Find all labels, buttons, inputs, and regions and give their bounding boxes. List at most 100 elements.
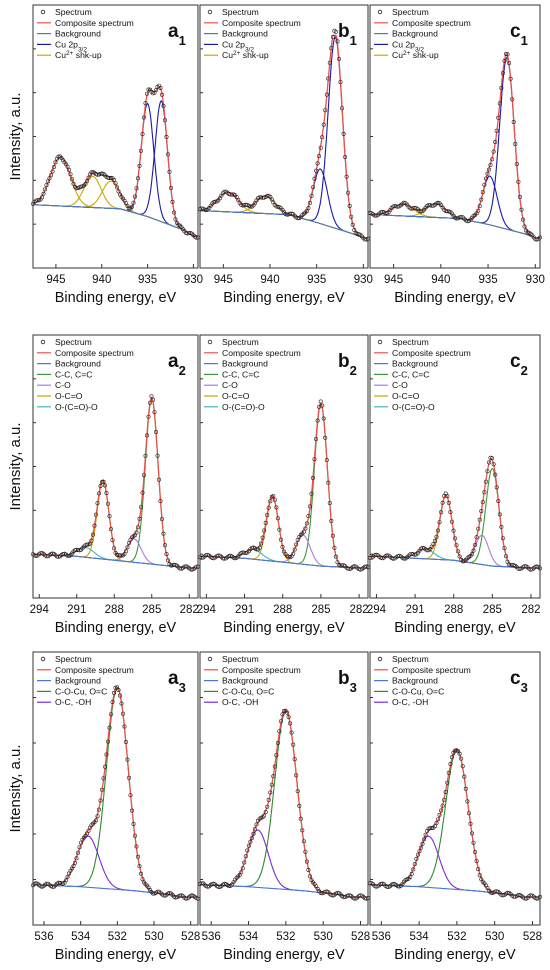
spectrum-point: [89, 538, 94, 543]
spectrum-point: [263, 810, 268, 815]
legend-marker: [377, 9, 383, 15]
spectrum-point: [435, 528, 440, 533]
spectrum-point: [91, 532, 96, 537]
spectrum-point: [295, 216, 300, 221]
spectrum-point: [281, 708, 286, 713]
legend-marker: [40, 339, 46, 345]
spectrum-point: [161, 531, 166, 536]
x-tick-label: 294: [30, 604, 50, 616]
x-tick-label: 930: [526, 274, 545, 286]
spectrum-point: [260, 535, 265, 540]
spectrum-point: [124, 549, 129, 554]
spectrum-point: [199, 555, 204, 560]
spectrum-point: [106, 175, 111, 180]
spectrum-point: [73, 860, 78, 865]
spectrum-point: [321, 122, 326, 127]
spectrum-point: [251, 831, 256, 836]
spectrum-point: [474, 535, 479, 540]
spectrum-point: [297, 803, 302, 808]
legend-label: O-C, -OH: [55, 697, 91, 707]
spectrum-point: [139, 505, 144, 510]
spectrum-point: [329, 518, 334, 523]
spectrum-point: [442, 797, 447, 802]
spectrum-point: [469, 831, 474, 836]
spectrum-point: [435, 817, 440, 822]
spectrum-point: [474, 859, 479, 864]
panel-label: a2: [168, 351, 186, 378]
plot-frame: [199, 4, 369, 269]
spectrum-point: [496, 115, 501, 120]
spectrum-point: [315, 161, 320, 166]
spectrum-point: [537, 894, 542, 899]
spectrum-point: [285, 710, 290, 715]
spectrum-point: [158, 86, 163, 91]
x-tick-label: 536: [202, 931, 221, 943]
spectrum-point: [493, 140, 498, 145]
spectrum-point: [520, 217, 525, 222]
spectrum-point: [107, 176, 112, 181]
spectrum-point: [476, 526, 481, 531]
spectrum-point: [194, 235, 199, 240]
spectrum-point: [254, 547, 259, 552]
spectrum-point: [448, 761, 453, 766]
legend-label: C-O: [222, 380, 238, 390]
x-tick-label: 285: [142, 604, 161, 616]
spectrum-point: [462, 774, 467, 779]
spectrum-point: [253, 827, 258, 832]
spectrum-point: [508, 76, 513, 81]
legend-label: Spectrum: [222, 654, 259, 664]
panel-subscript: 2: [179, 363, 186, 378]
spectrum-point: [115, 185, 120, 190]
spectrum-point: [500, 536, 505, 541]
x-tick-label: 940: [260, 274, 279, 286]
spectrum-point: [94, 818, 99, 823]
spectrum-point: [121, 711, 126, 716]
spectrum-point: [142, 115, 147, 120]
x-tick-label: 288: [444, 604, 463, 616]
spectrum-point: [94, 512, 99, 517]
spectrum-point: [291, 551, 296, 556]
spectrum-point: [304, 859, 309, 864]
spectrum-point: [53, 160, 58, 165]
spectrum-point: [127, 540, 132, 545]
x-tick-label: 528: [351, 931, 370, 943]
x-tick-label: 536: [34, 931, 53, 943]
spectrum-point: [298, 816, 303, 821]
spectrum-point: [423, 832, 428, 837]
spectrum-point: [239, 870, 244, 875]
spectrum-point: [517, 194, 522, 199]
legend-label: O-C, -OH: [222, 697, 258, 707]
spectrum-point: [97, 807, 102, 812]
spectrum-point: [500, 71, 505, 76]
spectrum-point: [469, 552, 474, 557]
spectrum-point: [307, 200, 312, 205]
legend-label: Background: [392, 676, 438, 686]
spectrum-point: [323, 435, 328, 440]
spectrum-point: [494, 485, 499, 490]
spectrum-point: [160, 517, 165, 522]
panel-letter: c: [510, 351, 521, 372]
spectrum-point: [158, 499, 163, 504]
legend-label: Spectrum: [392, 337, 429, 347]
legend-label: Cu2+ shk-up: [222, 50, 269, 61]
panel-letter: b: [338, 668, 350, 689]
legend-label: Composite spectrum: [55, 348, 134, 358]
spectrum-point: [68, 172, 73, 177]
composite-line: [32, 86, 198, 237]
legend-label: C-O-Cu, O=C: [222, 686, 274, 696]
spectrum-point: [103, 764, 108, 769]
spectrum-point: [116, 189, 121, 194]
spectrum-point: [415, 852, 420, 857]
panel-subscript: 2: [521, 363, 528, 378]
spectrum-point: [446, 770, 451, 775]
spectrum-point: [339, 106, 344, 111]
spectrum-point: [306, 867, 311, 872]
spectrum-point: [503, 554, 508, 559]
spectrum-point: [107, 725, 112, 730]
spectrum-point: [479, 509, 484, 514]
spectrum-point: [51, 165, 56, 170]
spectrum-point: [420, 545, 425, 550]
spectrum-point: [42, 187, 47, 192]
spectrum-point: [173, 217, 178, 222]
